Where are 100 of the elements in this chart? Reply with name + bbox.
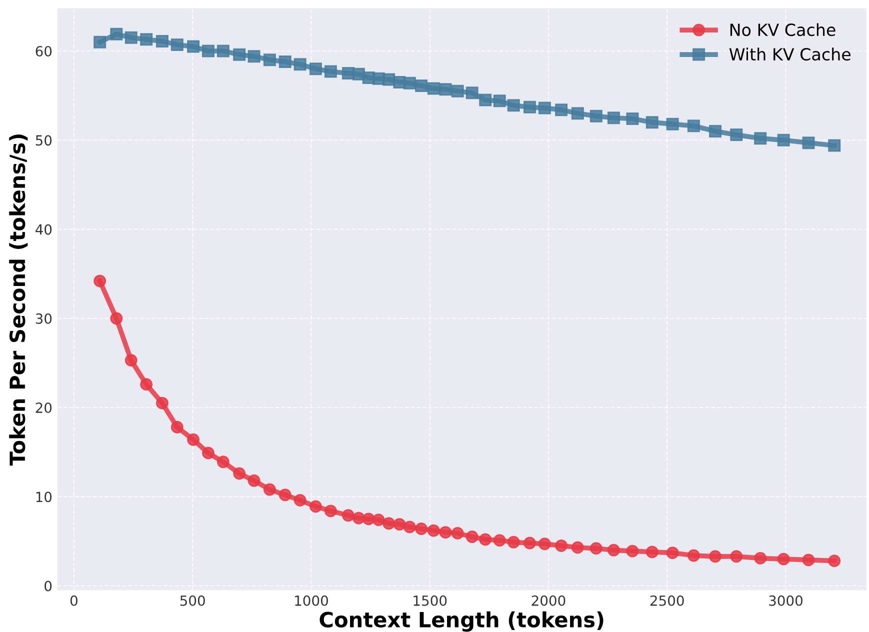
x-tick-label: 500 <box>180 595 205 606</box>
point <box>110 28 123 40</box>
y-tick-label: 60 <box>36 46 52 56</box>
point <box>248 50 260 63</box>
point <box>170 420 184 434</box>
point <box>479 533 492 546</box>
point <box>709 124 722 138</box>
point <box>538 102 551 114</box>
point <box>140 33 153 46</box>
point <box>403 76 416 90</box>
point <box>439 83 452 96</box>
point <box>571 107 584 120</box>
point <box>263 483 276 496</box>
point <box>233 467 246 480</box>
point <box>439 526 452 539</box>
point <box>523 100 536 114</box>
x-axis-title: Context Length (tokens) <box>320 611 604 632</box>
point <box>324 65 337 78</box>
point <box>309 500 322 513</box>
point <box>233 48 246 61</box>
y-axis-title: Token Per Second (tokens/s) <box>9 134 28 466</box>
point <box>507 536 520 548</box>
point <box>777 134 790 146</box>
point <box>202 44 214 58</box>
point <box>187 40 200 53</box>
point <box>828 139 841 152</box>
y-tick-label: 20 <box>36 402 52 414</box>
point <box>666 546 679 560</box>
point <box>156 34 168 48</box>
point <box>687 549 700 562</box>
point <box>709 550 722 563</box>
x-tick-label: 2500 <box>650 595 684 606</box>
point <box>687 120 700 132</box>
point <box>202 446 214 460</box>
point <box>607 112 620 124</box>
point <box>403 520 416 534</box>
point <box>466 86 478 100</box>
x-tick-label: 3000 <box>769 595 802 606</box>
point <box>294 58 306 71</box>
y-tick-label: 0 <box>44 580 52 592</box>
point <box>140 378 153 391</box>
point <box>754 132 767 145</box>
legend-label: With KV Cache <box>729 48 851 61</box>
point <box>170 38 184 52</box>
point <box>777 552 790 566</box>
point <box>730 550 743 563</box>
point <box>523 536 536 550</box>
point <box>415 80 428 92</box>
point <box>124 31 138 44</box>
point <box>479 94 492 106</box>
point <box>538 538 551 550</box>
point <box>646 546 658 558</box>
x-tick-label: 2000 <box>532 595 566 606</box>
point <box>427 524 440 537</box>
point <box>590 110 602 122</box>
point <box>607 544 620 556</box>
point <box>626 112 639 125</box>
point <box>94 36 106 48</box>
point <box>555 104 568 116</box>
point <box>94 274 106 288</box>
point <box>493 94 506 108</box>
point <box>666 118 679 130</box>
y-tick-label: 40 <box>36 224 52 235</box>
point <box>362 512 375 526</box>
point <box>324 504 337 518</box>
point <box>590 542 602 555</box>
x-tick-label: 0 <box>70 595 78 606</box>
point <box>216 44 230 58</box>
point <box>626 544 639 558</box>
point <box>248 474 260 487</box>
point <box>571 541 584 554</box>
point <box>730 128 743 142</box>
point <box>802 136 815 150</box>
x-tick-label: 1000 <box>295 595 328 606</box>
point <box>646 116 658 129</box>
point <box>278 488 292 502</box>
point <box>342 509 354 522</box>
point <box>382 517 396 530</box>
point <box>415 522 428 536</box>
y-tick-label: 30 <box>36 313 52 324</box>
x-tick-label: 1500 <box>414 595 447 606</box>
legend-label: No KV Cache <box>730 23 836 36</box>
point <box>493 534 506 547</box>
point <box>352 512 365 524</box>
point <box>451 526 464 540</box>
point <box>451 84 464 98</box>
point <box>466 530 478 544</box>
point <box>555 539 568 552</box>
y-tick-label: 50 <box>36 135 52 146</box>
point <box>828 554 841 568</box>
point <box>187 433 200 446</box>
point <box>427 82 440 95</box>
point <box>263 54 276 66</box>
point <box>507 99 520 112</box>
point <box>372 514 385 526</box>
point <box>754 552 767 564</box>
point <box>802 554 815 566</box>
y-tick-label: 10 <box>36 492 52 502</box>
point <box>156 396 168 410</box>
point <box>278 55 292 68</box>
